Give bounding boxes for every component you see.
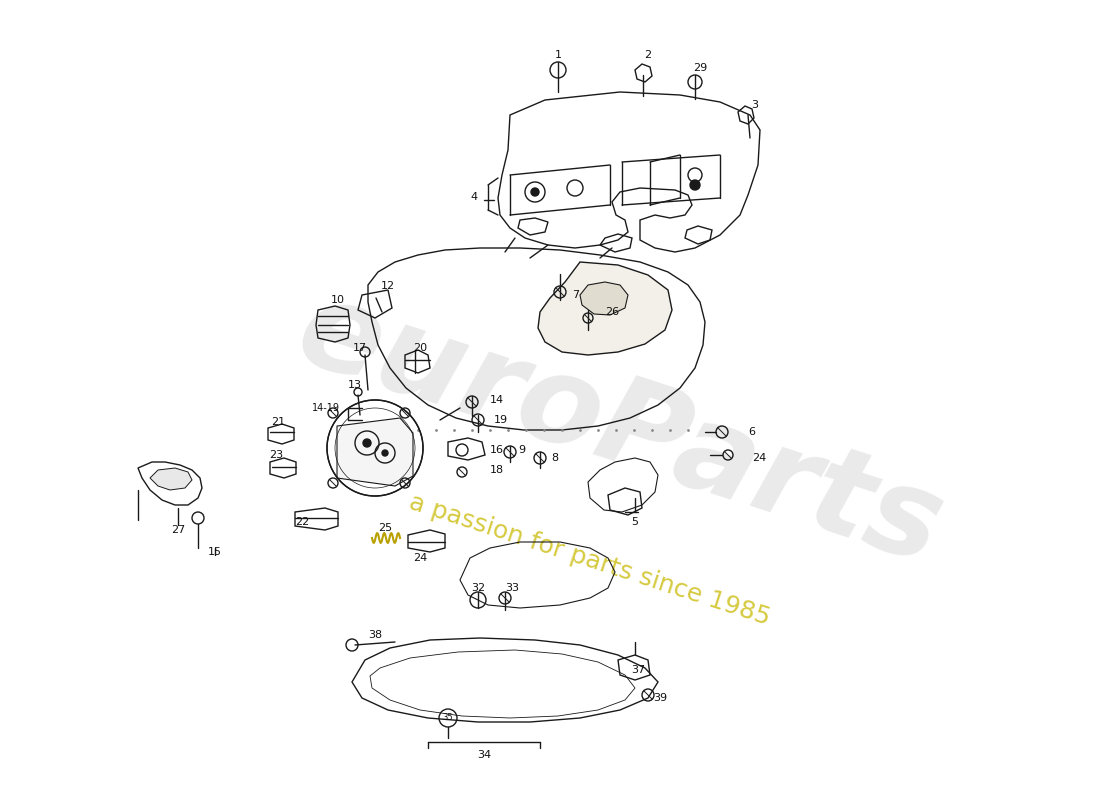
Text: 13: 13 <box>348 380 362 390</box>
Text: 2: 2 <box>645 50 651 60</box>
Text: euroParts: euroParts <box>284 271 957 589</box>
Text: 19: 19 <box>494 415 508 425</box>
Text: 14-19: 14-19 <box>312 403 340 413</box>
Text: 21: 21 <box>271 417 285 427</box>
Text: 20: 20 <box>412 343 427 353</box>
Text: 29: 29 <box>693 63 707 73</box>
Text: 8: 8 <box>551 453 559 463</box>
Text: 38: 38 <box>367 630 382 640</box>
Text: 24: 24 <box>752 453 767 463</box>
Text: 4: 4 <box>471 192 478 202</box>
Text: 34: 34 <box>477 750 491 760</box>
Text: 7: 7 <box>572 290 579 300</box>
Text: 37: 37 <box>631 665 645 675</box>
Text: 32: 32 <box>471 583 485 593</box>
Text: 6: 6 <box>748 427 756 437</box>
Circle shape <box>531 188 539 196</box>
Text: 15: 15 <box>208 547 222 557</box>
Polygon shape <box>337 418 412 486</box>
Text: 24: 24 <box>412 553 427 563</box>
Text: a passion for parts since 1985: a passion for parts since 1985 <box>406 490 773 630</box>
Text: 5: 5 <box>631 517 638 527</box>
Polygon shape <box>538 262 672 355</box>
Circle shape <box>363 439 371 447</box>
Text: 26: 26 <box>605 307 619 317</box>
Circle shape <box>382 450 388 456</box>
Text: 10: 10 <box>331 295 345 305</box>
Text: 3: 3 <box>751 100 759 110</box>
Text: 12: 12 <box>381 281 395 291</box>
Text: 9: 9 <box>518 445 526 455</box>
Text: 18: 18 <box>490 465 504 475</box>
Text: 27: 27 <box>170 525 185 535</box>
Text: 25: 25 <box>378 523 392 533</box>
Text: 22: 22 <box>295 517 309 527</box>
Text: 14: 14 <box>490 395 504 405</box>
Circle shape <box>690 180 700 190</box>
Text: 1: 1 <box>554 50 561 60</box>
Text: 33: 33 <box>505 583 519 593</box>
Text: 39: 39 <box>653 693 667 703</box>
Text: 23: 23 <box>268 450 283 460</box>
Polygon shape <box>580 282 628 315</box>
Polygon shape <box>150 468 192 490</box>
Text: 17: 17 <box>353 343 367 353</box>
Text: 16: 16 <box>490 445 504 455</box>
Text: 35: 35 <box>442 714 453 722</box>
